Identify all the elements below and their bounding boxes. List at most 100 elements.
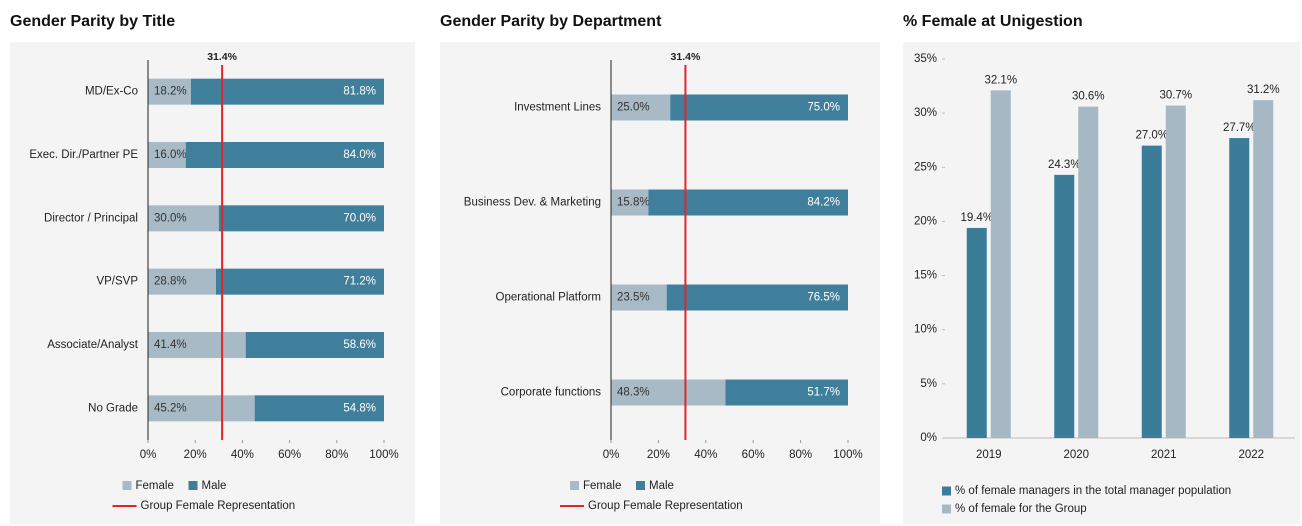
bar bbox=[990, 90, 1011, 438]
y-tick-label: 30% bbox=[914, 107, 937, 119]
x-tick-label: 20% bbox=[184, 449, 207, 461]
value-label: 30.6% bbox=[1072, 91, 1105, 103]
x-tick-label: 0% bbox=[603, 449, 620, 461]
bar-segment bbox=[190, 78, 384, 105]
bar bbox=[1229, 138, 1250, 438]
value-label: 58.6% bbox=[343, 339, 376, 351]
bar bbox=[1165, 105, 1186, 438]
value-label: 25.0% bbox=[617, 102, 650, 114]
x-tick-label: 2021 bbox=[1151, 449, 1177, 461]
y-tick-label: 10% bbox=[914, 324, 937, 336]
x-tick-label: 2020 bbox=[1063, 449, 1089, 461]
value-label: 30.0% bbox=[154, 212, 187, 224]
value-label: 15.8% bbox=[617, 197, 650, 209]
panel bbox=[440, 42, 880, 524]
bar-segment bbox=[148, 268, 216, 295]
category-label: VP/SVP bbox=[96, 276, 138, 288]
y-tick-label: 15% bbox=[914, 270, 937, 282]
bar-segment bbox=[648, 189, 848, 216]
bar-segment bbox=[148, 332, 246, 358]
y-tick-label: 20% bbox=[914, 215, 937, 227]
bar-segment bbox=[148, 78, 191, 105]
legend-swatch bbox=[636, 481, 645, 490]
x-tick-label: 40% bbox=[231, 449, 254, 461]
y-tick-label: 0% bbox=[920, 432, 937, 444]
y-tick-label: 35% bbox=[914, 53, 937, 65]
value-label: 30.7% bbox=[1159, 90, 1192, 102]
category-label: No Grade bbox=[88, 402, 138, 414]
y-tick-label: 5% bbox=[920, 378, 937, 390]
category-label: Associate/Analyst bbox=[47, 339, 139, 351]
bar bbox=[1054, 174, 1075, 438]
bar-segment bbox=[611, 189, 649, 216]
value-label: 18.2% bbox=[154, 86, 187, 98]
category-label: MD/Ex-Co bbox=[85, 86, 138, 98]
reference-label: 31.4% bbox=[207, 51, 237, 63]
category-label: Director / Principal bbox=[44, 212, 138, 224]
chart-title: % Female at Unigestion bbox=[903, 13, 1083, 30]
bar-segment bbox=[185, 142, 384, 168]
value-label: 84.2% bbox=[807, 197, 840, 209]
value-label: 28.8% bbox=[154, 276, 187, 288]
legend-label: Group Female Representation bbox=[588, 500, 743, 512]
y-tick-label: 25% bbox=[914, 161, 937, 173]
value-label: 24.3% bbox=[1048, 159, 1081, 171]
legend-label: Female bbox=[136, 480, 174, 492]
value-label: 27.7% bbox=[1223, 122, 1256, 134]
value-label: 48.3% bbox=[617, 387, 650, 399]
category-label: Investment Lines bbox=[514, 102, 601, 114]
x-tick-label: 40% bbox=[694, 449, 717, 461]
x-tick-label: 60% bbox=[278, 449, 301, 461]
x-tick-label: 2022 bbox=[1238, 449, 1264, 461]
bar-segment bbox=[611, 379, 726, 406]
legend-swatch bbox=[570, 481, 579, 490]
value-label: 54.8% bbox=[343, 402, 376, 414]
x-tick-label: 0% bbox=[140, 449, 157, 461]
bar-segment bbox=[611, 94, 671, 121]
value-label: 32.1% bbox=[984, 74, 1017, 86]
value-label: 76.5% bbox=[807, 292, 840, 304]
legend-swatch bbox=[942, 504, 951, 514]
value-label: 41.4% bbox=[154, 339, 187, 351]
legend-label: Female bbox=[583, 480, 621, 492]
category-label: Exec. Dir./Partner PE bbox=[29, 149, 138, 161]
value-label: 27.0% bbox=[1135, 130, 1168, 142]
value-label: 70.0% bbox=[343, 212, 376, 224]
legend-label: % of female for the Group bbox=[955, 503, 1087, 515]
bar-segment bbox=[611, 284, 667, 311]
value-label: 81.8% bbox=[343, 86, 376, 98]
bar bbox=[1078, 106, 1099, 438]
bar-segment bbox=[725, 379, 848, 406]
bar-segment bbox=[148, 142, 186, 168]
bar-segment bbox=[666, 284, 848, 311]
legend-label: Male bbox=[649, 480, 674, 492]
value-label: 45.2% bbox=[154, 402, 187, 414]
legend-label: Male bbox=[202, 480, 227, 492]
x-tick-label: 60% bbox=[742, 449, 765, 461]
bar bbox=[966, 227, 987, 438]
value-label: 84.0% bbox=[343, 149, 376, 161]
value-label: 19.4% bbox=[960, 212, 993, 224]
value-label: 51.7% bbox=[807, 387, 840, 399]
category-label: Operational Platform bbox=[496, 292, 601, 304]
category-label: Business Dev. & Marketing bbox=[464, 197, 601, 209]
value-label: 23.5% bbox=[617, 292, 650, 304]
chart-title: Gender Parity by Department bbox=[440, 13, 662, 30]
bar-segment bbox=[148, 395, 255, 422]
legend-label: % of female managers in the total manage… bbox=[955, 485, 1231, 497]
legend-swatch bbox=[942, 486, 951, 496]
value-label: 31.2% bbox=[1247, 84, 1280, 96]
x-tick-label: 20% bbox=[647, 449, 670, 461]
bar-segment bbox=[218, 205, 384, 232]
bar-segment bbox=[254, 395, 384, 422]
x-tick-label: 2019 bbox=[976, 449, 1002, 461]
chart-title: Gender Parity by Title bbox=[10, 13, 175, 30]
value-label: 16.0% bbox=[154, 149, 187, 161]
x-tick-label: 80% bbox=[325, 449, 348, 461]
value-label: 71.2% bbox=[343, 276, 376, 288]
legend-label: Group Female Representation bbox=[141, 500, 296, 512]
value-label: 75.0% bbox=[807, 102, 840, 114]
bar-segment bbox=[148, 205, 219, 232]
category-label: Corporate functions bbox=[501, 387, 602, 399]
